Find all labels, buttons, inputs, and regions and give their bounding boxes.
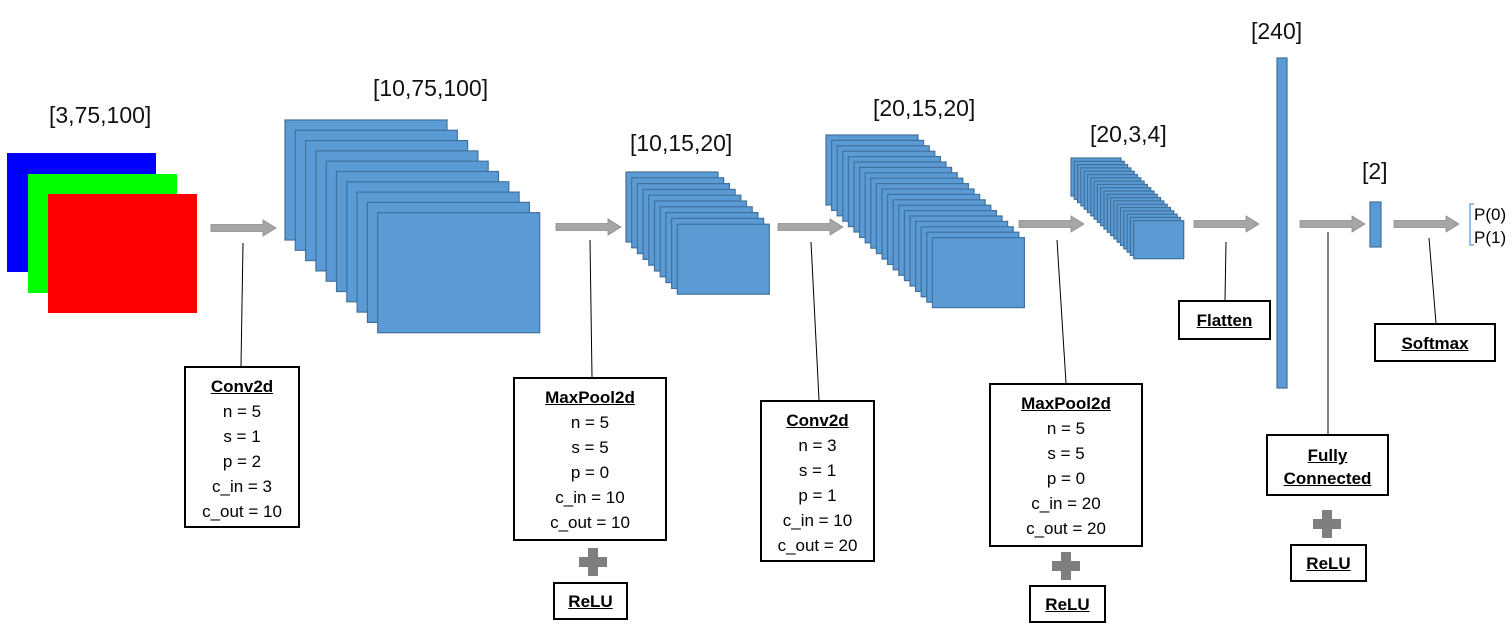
pool2-param: s = 5 (1047, 444, 1085, 463)
leader-line-2 (810, 241, 820, 401)
leader-line-0 (240, 242, 244, 367)
pool2-shape-label: [20,3,4] (1090, 121, 1167, 147)
pool1-params-box: MaxPool2d n = 5 s = 5 p = 0 c_in = 10 c_… (513, 377, 667, 541)
pool2-feature-map (1133, 220, 1185, 260)
fc-shape-label: [2] (1362, 158, 1388, 184)
conv1-param: c_in = 3 (211, 477, 272, 496)
flat-shape-label: [240] (1251, 18, 1303, 44)
fc-title-line2: Connected (1283, 469, 1372, 488)
flatten-title: Flatten (1196, 311, 1253, 330)
conv1-param: p = 2 (222, 452, 262, 471)
pool1-param: c_in = 10 (555, 488, 625, 507)
conv2-param: c_out = 20 (777, 536, 858, 555)
pool1-param: s = 5 (571, 438, 609, 457)
conv2-param: c_in = 10 (782, 511, 853, 530)
leader-line-4 (1224, 241, 1227, 301)
arrow-7 (1393, 215, 1460, 233)
conv2-param: n = 3 (798, 436, 837, 455)
softmax-box: Softmax (1374, 323, 1496, 362)
arrow-2 (555, 218, 622, 236)
fc-box: Fully Connected (1266, 434, 1389, 496)
plus-icon (579, 548, 607, 576)
pool1-relu-box: ReLU (553, 582, 628, 620)
leader-line-1 (589, 239, 593, 378)
pool1-activation: ReLU (568, 592, 613, 611)
pool1-param: p = 0 (570, 463, 610, 482)
arrow-5 (1193, 215, 1260, 233)
conv2-param: p = 1 (798, 486, 837, 505)
output-p1-label: P(1) (1474, 228, 1507, 247)
arrow-3 (777, 218, 844, 236)
fc-title-line1: Fully (1307, 446, 1348, 465)
pool2-param: p = 0 (1046, 469, 1086, 488)
flatten-box: Flatten (1178, 300, 1271, 340)
pool1-shape-label: [10,15,20] (630, 130, 733, 156)
pool1-param: n = 5 (570, 413, 610, 432)
pool1-feature-map (676, 223, 770, 295)
softmax-title: Softmax (1401, 334, 1469, 353)
output-bracket (1469, 203, 1474, 246)
arrow-4 (1018, 215, 1085, 233)
pool2-activation: ReLU (1045, 595, 1090, 614)
fc-activation: ReLU (1306, 554, 1351, 573)
conv2-param: s = 1 (798, 461, 837, 480)
output-vector (1369, 201, 1382, 248)
conv2-params-box: Conv2d n = 3 s = 1 p = 1 c_in = 10 c_out… (760, 400, 875, 562)
plus-icon (1313, 510, 1341, 538)
conv1-shape-label: [10,75,100] (373, 75, 489, 101)
leader-line-6 (1428, 237, 1437, 324)
pool1-title: MaxPool2d (545, 388, 635, 407)
arrow-1 (210, 219, 277, 237)
conv1-param: n = 5 (222, 402, 262, 421)
conv1-params-box: Conv2d n = 5 s = 1 p = 2 c_in = 3 c_out … (184, 366, 300, 528)
flattened-vector (1276, 57, 1288, 389)
fc-relu-box: ReLU (1290, 544, 1367, 582)
conv2-shape-label: [20,15,20] (873, 95, 976, 121)
conv1-feature-map (377, 212, 541, 334)
plus-icon (1052, 552, 1080, 580)
pool2-param: c_in = 20 (1031, 494, 1101, 513)
input-shape-label: [3,75,100] (49, 102, 152, 128)
conv1-param: c_out = 10 (202, 502, 282, 521)
arrow-6 (1299, 215, 1366, 233)
conv2-feature-map (931, 237, 1026, 309)
output-p0-label: P(0) (1474, 205, 1507, 224)
pool2-params-box: MaxPool2d n = 5 s = 5 p = 0 c_in = 20 c_… (989, 383, 1143, 547)
conv1-param: s = 1 (223, 427, 261, 446)
pool2-param: c_out = 20 (1026, 519, 1106, 538)
conv2-title: Conv2d (786, 411, 849, 430)
conv1-title: Conv2d (210, 377, 274, 396)
pool2-title: MaxPool2d (1021, 394, 1111, 413)
pool1-param: c_out = 10 (550, 513, 630, 532)
pool2-relu-box: ReLU (1029, 585, 1106, 623)
leader-line-3 (1056, 239, 1067, 384)
input-channel-2 (48, 194, 197, 313)
pool2-param: n = 5 (1046, 419, 1086, 438)
